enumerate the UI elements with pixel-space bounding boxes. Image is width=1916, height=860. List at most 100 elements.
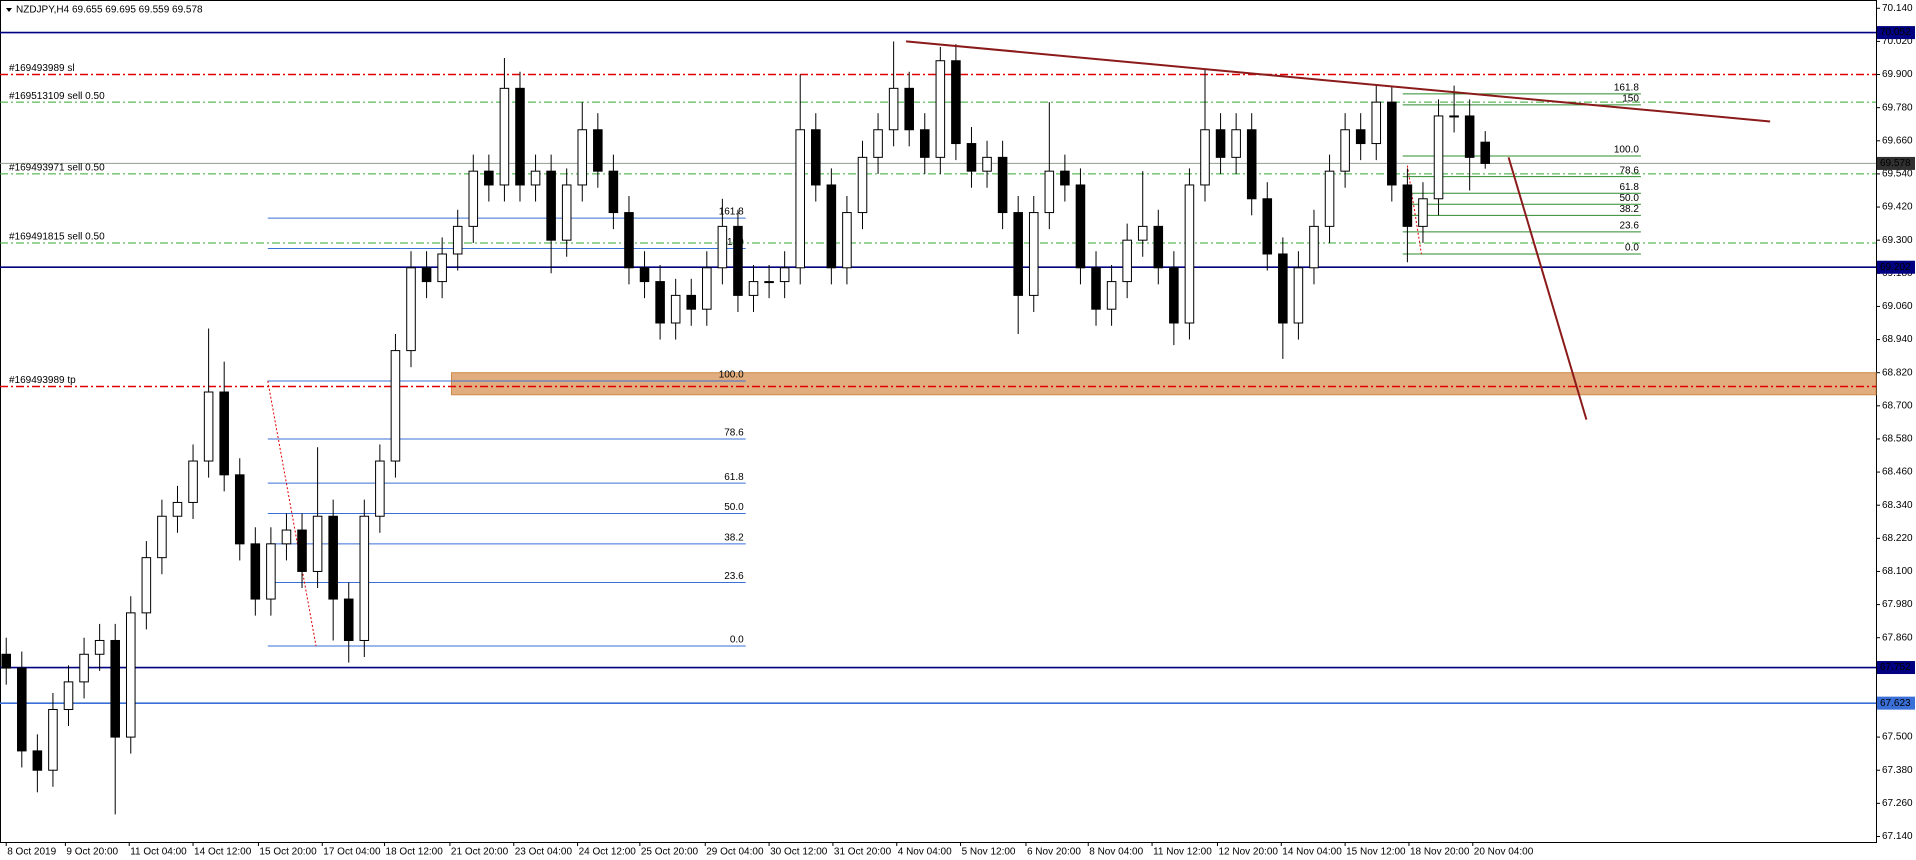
candle-body bbox=[764, 281, 774, 284]
y-tick-label: 68.340 bbox=[1882, 500, 1913, 511]
price-box-label: 69.578 bbox=[1880, 158, 1911, 169]
candle-body bbox=[826, 184, 837, 269]
order-label: #169493989 sl bbox=[9, 63, 75, 74]
x-tick-label: 30 Oct 12:00 bbox=[770, 847, 828, 858]
candle-body bbox=[1153, 225, 1164, 269]
candle-body bbox=[1075, 184, 1086, 269]
fib-swing bbox=[267, 380, 317, 647]
x-tick-label: 20 Nov 04:00 bbox=[1474, 847, 1534, 858]
candle-body bbox=[608, 170, 619, 214]
fib-label: 161.8 bbox=[719, 207, 744, 218]
candle-body bbox=[1246, 129, 1257, 200]
candle-body bbox=[63, 681, 74, 710]
fib-label: 50.0 bbox=[1619, 193, 1639, 204]
y-tick-label: 69.300 bbox=[1882, 235, 1913, 246]
x-tick-label: 15 Oct 20:00 bbox=[259, 847, 317, 858]
candle-body bbox=[919, 129, 930, 158]
fib-label: 61.8 bbox=[1619, 182, 1639, 193]
candle-body bbox=[94, 639, 105, 655]
x-tick-label: 11 Oct 04:00 bbox=[130, 847, 187, 858]
candle-body bbox=[593, 129, 603, 172]
y-tick-label: 69.780 bbox=[1882, 102, 1913, 113]
x-tick-label: 14 Oct 12:00 bbox=[194, 847, 252, 858]
candle-body bbox=[1231, 129, 1241, 158]
candle-body bbox=[779, 267, 790, 283]
candle-body bbox=[1402, 184, 1413, 227]
candle-body bbox=[1028, 212, 1039, 296]
order-label: #169493989 tp bbox=[9, 375, 76, 386]
candle-body bbox=[1418, 198, 1428, 227]
trendline bbox=[1507, 157, 1588, 420]
x-tick-label: 18 Oct 12:00 bbox=[386, 847, 444, 858]
y-tick-label: 70.140 bbox=[1882, 3, 1913, 14]
candle-body bbox=[624, 212, 634, 269]
candle-body bbox=[172, 501, 183, 517]
y-tick-label: 68.820 bbox=[1882, 367, 1913, 378]
candle-body bbox=[1106, 281, 1117, 310]
menu-arrow[interactable] bbox=[6, 8, 12, 12]
candle-body bbox=[1371, 101, 1382, 145]
candle-body bbox=[79, 653, 89, 683]
order-label: #169491815 sell 0.50 bbox=[9, 232, 105, 243]
candle-body bbox=[203, 391, 214, 462]
x-tick-label: 17 Oct 04:00 bbox=[323, 847, 381, 858]
x-tick-label: 12 Nov 20:00 bbox=[1218, 847, 1278, 858]
x-tick-label: 24 Oct 12:00 bbox=[579, 847, 637, 858]
trendline bbox=[905, 40, 1771, 123]
candle-body bbox=[670, 294, 681, 324]
candle-body bbox=[452, 225, 463, 255]
candle-body bbox=[857, 156, 868, 214]
order-label: #169513109 sell 0.50 bbox=[9, 91, 105, 102]
y-tick-label: 69.900 bbox=[1882, 69, 1913, 80]
candle-body bbox=[1091, 267, 1101, 310]
candle-body bbox=[515, 87, 525, 186]
x-tick-label: 8 Oct 2019 bbox=[7, 847, 56, 858]
candle-body bbox=[561, 184, 572, 241]
price-box bbox=[1877, 661, 1915, 675]
candle-body bbox=[406, 267, 416, 352]
candle-body bbox=[966, 143, 977, 172]
candle-body bbox=[997, 156, 1008, 214]
candle-body bbox=[1387, 101, 1397, 186]
y-tick-label: 68.580 bbox=[1882, 434, 1913, 445]
candle-body bbox=[686, 294, 697, 310]
candle-body bbox=[359, 515, 370, 641]
candle-body bbox=[1169, 267, 1179, 324]
candle-body bbox=[250, 543, 261, 600]
candle-body bbox=[1122, 239, 1132, 283]
candle-body bbox=[375, 460, 385, 517]
x-tick-label: 14 Nov 04:00 bbox=[1282, 847, 1342, 858]
candle-body bbox=[390, 350, 401, 462]
candle-body bbox=[1293, 267, 1304, 324]
candle-body bbox=[577, 129, 588, 186]
candle-body bbox=[888, 87, 899, 131]
fib-label: 0.0 bbox=[1625, 243, 1639, 254]
candle-body bbox=[157, 515, 167, 559]
y-tick-label: 67.140 bbox=[1882, 831, 1913, 842]
candle-body bbox=[655, 281, 665, 324]
fib-label: 78.6 bbox=[724, 428, 744, 439]
candle-body bbox=[811, 129, 821, 186]
x-tick-label: 25 Oct 20:00 bbox=[641, 847, 699, 858]
candle-body bbox=[1184, 184, 1195, 324]
candle-body bbox=[1340, 129, 1350, 172]
candle-body bbox=[546, 170, 556, 241]
candle-body bbox=[1324, 170, 1335, 227]
chart-title: NZDJPY,H4 69.655 69.695 69.559 69.578 bbox=[16, 5, 203, 16]
y-tick-label: 69.660 bbox=[1882, 135, 1913, 146]
candle-body bbox=[1215, 129, 1226, 158]
candle-body bbox=[1044, 170, 1055, 214]
price-box bbox=[1877, 26, 1915, 40]
x-tick-label: 6 Nov 20:00 bbox=[1027, 847, 1081, 858]
candle-body bbox=[1278, 253, 1288, 324]
fib-label: 161.8 bbox=[1614, 83, 1639, 94]
x-tick-label: 9 Oct 20:00 bbox=[66, 847, 118, 858]
fib-label: 38.2 bbox=[724, 532, 744, 543]
candle-body bbox=[17, 667, 27, 752]
fib-label: 0.0 bbox=[730, 635, 744, 646]
candle-body bbox=[1480, 141, 1491, 164]
fib-label: 78.6 bbox=[1619, 165, 1639, 176]
price-box bbox=[1877, 260, 1915, 274]
candle-body bbox=[842, 212, 852, 269]
x-tick-label: 4 Nov 04:00 bbox=[898, 847, 952, 858]
